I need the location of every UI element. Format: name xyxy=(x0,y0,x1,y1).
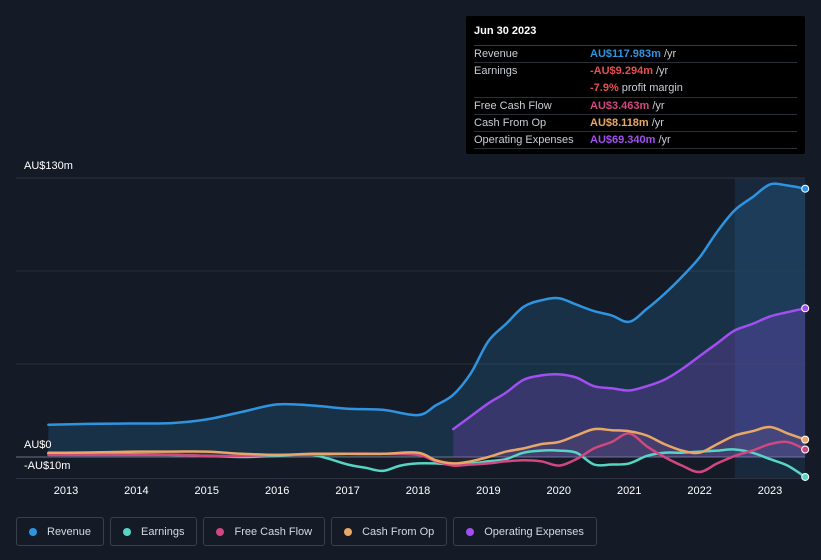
tooltip-label: Revenue xyxy=(474,48,519,60)
y-axis-top-label: AU$130m xyxy=(24,160,73,172)
legend-label: Operating Expenses xyxy=(484,525,584,538)
x-tick-label: 2017 xyxy=(335,485,360,497)
tooltip-row-revenue: Revenue AU$117.983m /yr xyxy=(474,46,797,64)
x-tick-label: 2021 xyxy=(616,485,642,497)
revenue-dot-icon xyxy=(29,527,37,536)
tooltip-label xyxy=(474,80,590,96)
x-tick-label: 2016 xyxy=(264,485,290,497)
legend-label: Cash From Op xyxy=(362,525,435,538)
tooltip-unit: /yr xyxy=(663,48,677,60)
tooltip-value: AU$8.118m xyxy=(590,116,649,129)
tooltip-row-cash-from-op: Cash From Op AU$8.118m /yr xyxy=(474,115,797,132)
legend: Revenue Earnings Free Cash Flow Cash Fro… xyxy=(16,517,597,546)
y-axis-bottom-label: -AU$10m xyxy=(24,460,71,472)
x-tick-label: 2020 xyxy=(546,485,572,497)
operating-expenses-dot-icon xyxy=(466,527,475,536)
revenue-line xyxy=(47,182,807,427)
legend-label: Free Cash Flow xyxy=(234,525,313,538)
tooltip-label: Operating Expenses xyxy=(474,133,574,146)
earnings-dot-icon xyxy=(123,527,132,536)
tooltip-unit: /yr xyxy=(658,133,671,146)
tooltip-row-profit-margin: -7.9% profit margin xyxy=(474,80,797,98)
tooltip-unit: /yr xyxy=(652,99,665,112)
x-tick-label: 2018 xyxy=(405,485,431,497)
tooltip-value: -AU$9.294m xyxy=(590,65,653,78)
legend-item-free-cash-flow[interactable]: Free Cash Flow xyxy=(203,517,326,546)
tooltip-label: Free Cash Flow xyxy=(474,99,552,112)
tooltip-value: -7.9% xyxy=(590,82,619,95)
legend-item-earnings[interactable]: Earnings xyxy=(110,517,198,546)
tooltip-label: Earnings xyxy=(474,65,518,78)
tooltip-value: AU$3.463m xyxy=(590,99,650,112)
x-tick-label: 2013 xyxy=(53,485,79,497)
tooltip-value: AU$117.983m xyxy=(590,48,661,60)
tooltip-value: AU$69.340m xyxy=(590,133,656,146)
tooltip: Jun 30 2023 Revenue AU$117.983m /yr Earn… xyxy=(466,16,805,154)
cash-from-op-endpoint xyxy=(801,435,810,444)
x-tick-label: 2019 xyxy=(476,485,501,497)
tooltip-unit: /yr xyxy=(655,65,669,78)
earnings-endpoint xyxy=(801,472,810,481)
legend-item-revenue[interactable]: Revenue xyxy=(16,517,105,546)
x-tick-label: 2023 xyxy=(757,485,783,497)
operating-expenses-endpoint xyxy=(801,304,810,313)
revenue-endpoint xyxy=(801,184,810,193)
operating-expenses-line xyxy=(451,307,807,431)
tooltip-label: Cash From Op xyxy=(474,116,547,129)
cash-from-op-dot-icon xyxy=(344,527,353,536)
legend-label: Revenue xyxy=(47,525,92,538)
free-cash-flow-line xyxy=(47,432,807,474)
tooltip-row-operating-expenses: Operating Expenses AU$69.340m /yr xyxy=(474,132,797,150)
legend-item-cash-from-op[interactable]: Cash From Op xyxy=(331,517,448,546)
x-tick-label: 2014 xyxy=(124,485,149,497)
legend-item-operating-expenses[interactable]: Operating Expenses xyxy=(453,517,597,546)
tooltip-date: Jun 30 2023 xyxy=(474,24,797,46)
free-cash-flow-endpoint xyxy=(801,445,810,454)
operating-expenses-area xyxy=(453,308,806,457)
x-tick-label: 2015 xyxy=(194,485,220,497)
cash-from-op-line xyxy=(47,425,807,465)
legend-label: Earnings xyxy=(141,525,185,538)
tooltip-unit: /yr xyxy=(651,116,664,129)
tooltip-row-earnings: Earnings -AU$9.294m /yr xyxy=(474,63,797,80)
y-axis-zero-label: AU$0 xyxy=(24,439,52,451)
tooltip-row-free-cash-flow: Free Cash Flow AU$3.463m /yr xyxy=(474,98,797,115)
x-tick-label: 2022 xyxy=(687,485,712,497)
tooltip-unit: profit margin xyxy=(621,82,683,95)
free-cash-flow-dot-icon xyxy=(216,527,225,536)
